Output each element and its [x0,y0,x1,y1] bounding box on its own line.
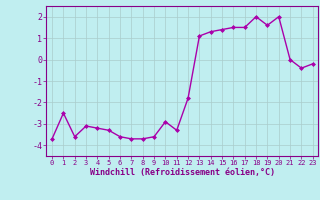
X-axis label: Windchill (Refroidissement éolien,°C): Windchill (Refroidissement éolien,°C) [90,168,275,177]
